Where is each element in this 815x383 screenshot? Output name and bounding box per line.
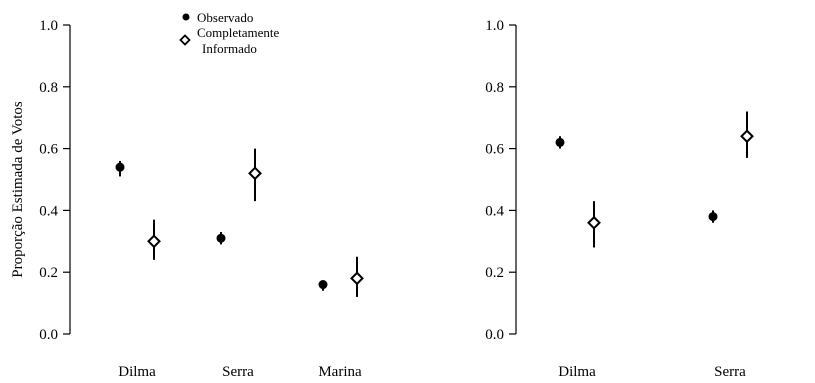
y-tick-label-0-1: 0.2	[39, 265, 58, 281]
category-label-0-1: Serra	[222, 364, 254, 378]
y-tick-label-1-4: 0.8	[485, 80, 504, 96]
point-informado-0-0	[147, 234, 161, 249]
point-observado-0-2	[318, 280, 328, 290]
y-tick-label-1-5: 1.0	[485, 18, 504, 34]
point-observado-0-1	[216, 233, 226, 243]
y-tick-label-0-0: 0.0	[39, 327, 58, 343]
point-observado-1-0	[555, 137, 565, 147]
y-tick-label-0-3: 0.6	[39, 142, 58, 158]
category-label-1-1: Serra	[714, 364, 746, 378]
y-tick-label-0-5: 1.0	[39, 18, 58, 34]
point-informado-1-1	[740, 129, 754, 144]
point-observado-1-1	[708, 212, 718, 222]
point-informado-1-0	[587, 215, 601, 230]
y-tick-label-0-4: 0.8	[39, 80, 58, 96]
y-tick-label-1-1: 0.2	[485, 265, 504, 281]
point-observado-0-0	[115, 162, 125, 172]
category-label-0-2: Marina	[318, 364, 362, 378]
y-tick-label-0-2: 0.4	[39, 203, 58, 219]
legend-label-informado-line1: Completamente	[197, 25, 280, 40]
legend-label-observado: Observado	[197, 10, 253, 25]
y-tick-label-1-2: 0.4	[485, 203, 504, 219]
y-tick-label-1-3: 0.6	[485, 142, 504, 158]
category-label-1-0: Dilma	[558, 364, 596, 378]
y-tick-label-1-0: 0.0	[485, 327, 504, 343]
point-informado-0-1	[248, 166, 262, 181]
legend-label-informado-line2: Informado	[202, 41, 257, 56]
legend-marker-observado	[182, 13, 190, 21]
y-axis-title-0: Proporção Estimada de Votos	[10, 101, 26, 278]
category-label-0-0: Dilma	[118, 364, 156, 378]
point-informado-0-2	[350, 271, 364, 286]
legend-marker-informado	[179, 34, 191, 46]
